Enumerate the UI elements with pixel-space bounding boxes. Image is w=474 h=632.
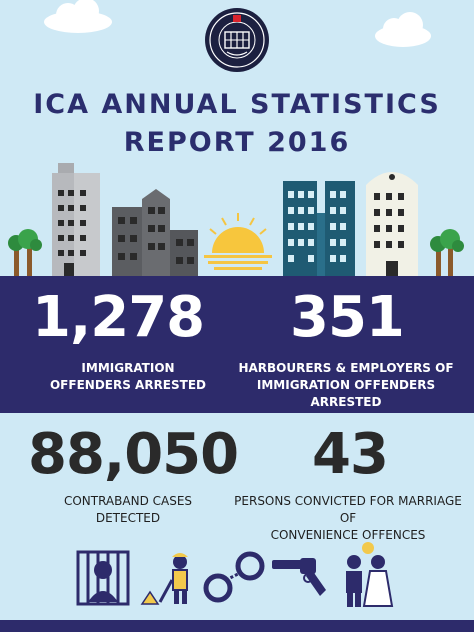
marriage-convictions-label-line2: CONVENIENCE OFFENCES xyxy=(270,528,426,542)
contraband-label-line2: DETECTED xyxy=(95,511,161,525)
harbourers-label-line2: IMMIGRATION OFFENDERS ARRESTED xyxy=(256,378,436,409)
immigration-offenders-label: IMMIGRATION OFFENDERS ARRESTED xyxy=(48,360,208,394)
contraband-label-line1: CONTRABAND CASES xyxy=(63,494,193,508)
report-title-line2: REPORT 2016 xyxy=(123,127,351,158)
marriage-convictions-label-line1: PERSONS CONVICTED FOR MARRIAGE OF xyxy=(234,494,462,525)
cloud-left-icon xyxy=(44,0,112,33)
building-grey-tall xyxy=(52,163,100,278)
immigration-offenders-label-line2: OFFENDERS ARRESTED xyxy=(49,378,206,392)
contraband-label: CONTRABAND CASES DETECTED xyxy=(48,493,208,527)
harbourers-label: HARBOURERS & EMPLOYERS OF IMMIGRATION OF… xyxy=(222,360,470,411)
worker-icon xyxy=(140,553,188,605)
building-blue xyxy=(283,181,355,278)
marriage-convictions-value: 43 xyxy=(312,422,389,487)
immigration-offenders-label-line1: IMMIGRATION xyxy=(81,361,175,375)
building-dark-grey xyxy=(112,189,198,278)
prisoner-icon xyxy=(76,550,130,606)
tree-right-icon xyxy=(430,229,464,276)
stats-band: 1,278 IMMIGRATION OFFENDERS ARRESTED 351… xyxy=(0,276,474,413)
cloud-right-icon xyxy=(375,12,431,47)
icons-row xyxy=(76,542,394,607)
contraband-value: 88,050 xyxy=(28,422,239,487)
ica-crest-icon xyxy=(205,8,269,72)
harbourers-label-line1: HARBOURERS & EMPLOYERS OF xyxy=(238,361,454,375)
footer-bar xyxy=(0,620,474,632)
building-cream xyxy=(366,172,418,278)
harbourers-value: 351 xyxy=(290,285,405,350)
report-title-line1: ICA ANNUAL STATISTICS xyxy=(33,89,441,120)
tree-left-icon xyxy=(8,229,42,276)
city-skyline-illustration xyxy=(8,163,464,278)
bride-groom-icon xyxy=(346,542,394,607)
lower-stats: 88,050 CONTRABAND CASES DETECTED 43 PERS… xyxy=(0,413,474,632)
revolver-icon xyxy=(272,558,326,596)
handcuffs-icon xyxy=(203,551,265,603)
marriage-convictions-label: PERSONS CONVICTED FOR MARRIAGE OF CONVEN… xyxy=(228,493,468,544)
immigration-offenders-value: 1,278 xyxy=(32,285,205,350)
sun-icon xyxy=(204,213,272,270)
